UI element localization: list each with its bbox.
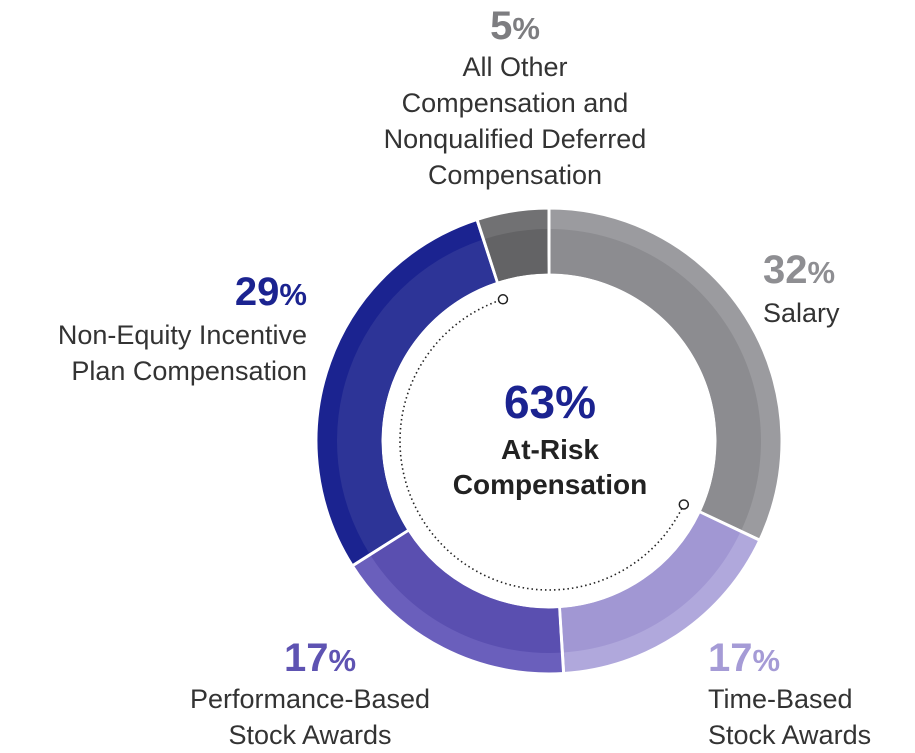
label-non-equity: 29% Non-Equity Incentive Plan Compensati… (2, 272, 307, 389)
time-based-line2: Stock Awards (708, 720, 872, 750)
center-label-line1: At-Risk (500, 434, 599, 465)
all-other-line1: All Other (462, 52, 568, 82)
all-other-line4: Compensation (427, 160, 603, 190)
center-percent: 63% (503, 376, 597, 428)
performance-line2: Stock Awards (228, 720, 392, 750)
performance-percent: 17% (283, 636, 357, 680)
all-other-line3: Nonqualified Deferred (383, 124, 647, 154)
at-risk-bracket (399, 294, 690, 591)
slice-inner-all-other (485, 229, 548, 282)
salary-percent: 32% (763, 248, 836, 292)
salary-line1: Salary (763, 298, 840, 328)
slice-inner-performance-based (370, 531, 561, 653)
slice-inner-time-based (560, 513, 741, 653)
performance-line1: Performance-Based (189, 684, 431, 714)
time-based-percent: 17% (708, 636, 781, 680)
non-equity-line1: Non-Equity Incentive (57, 320, 307, 350)
all-other-line2: Compensation and (401, 88, 629, 118)
all-other-percent: 5% (490, 4, 540, 48)
slice-inner-non-equity (337, 239, 496, 554)
label-salary: 32% Salary (763, 250, 903, 331)
time-based-line1: Time-Based (708, 684, 853, 714)
slice-inner-salary (550, 229, 761, 530)
label-performance-based: 17% Performance-Based Stock Awards (150, 638, 470, 753)
donut-slices (314, 206, 784, 676)
non-equity-line2: Plan Compensation (71, 356, 307, 386)
non-equity-percent: 29% (234, 270, 307, 314)
label-all-other: 5% All Other Compensation and Nonqualifi… (340, 6, 690, 193)
center-label-line2: Compensation (452, 469, 648, 500)
at-risk-bracket-start-marker (678, 499, 690, 510)
at-risk-bracket-end-marker (497, 294, 509, 305)
label-time-based: 17% Time-Based Stock Awards (708, 638, 913, 753)
center-label: 63% At-Risk Compensation (420, 378, 680, 502)
